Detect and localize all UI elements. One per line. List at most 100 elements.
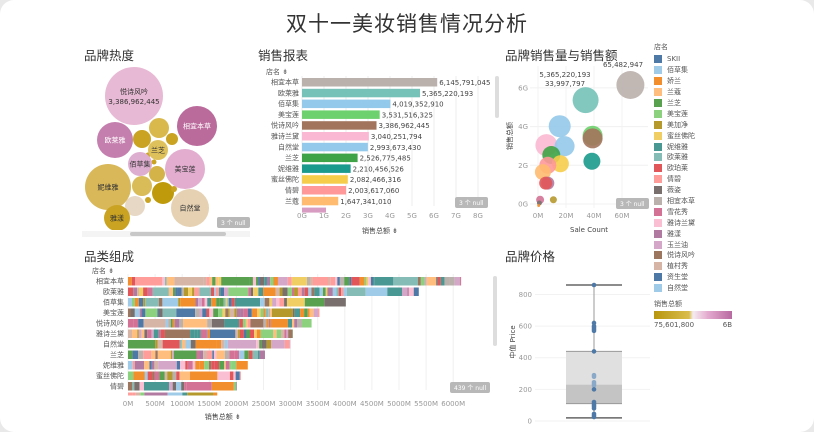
report-scrollbar[interactable] <box>495 76 499 118</box>
x-tick-label: 0G <box>297 212 307 220</box>
legend-label: 美加净 <box>667 120 688 129</box>
category-segment <box>192 287 195 296</box>
category-segment <box>199 361 205 370</box>
legend-item[interactable]: 美加净 <box>654 119 744 130</box>
category-segment <box>206 329 208 338</box>
category-segment <box>195 361 200 370</box>
bar <box>302 110 380 119</box>
category-segment <box>219 361 225 370</box>
category-segment <box>252 350 258 359</box>
point-label-1: 5,365,220,193 <box>539 71 590 79</box>
category-segment <box>224 350 230 359</box>
category-segment <box>211 382 234 391</box>
legend-item[interactable]: 自然堂 <box>654 283 744 294</box>
legend-item[interactable]: 妮维雅 <box>654 141 744 152</box>
bar-category-label: 蜜丝佛陀 <box>271 175 299 184</box>
legend-item[interactable]: 娇兰 <box>654 76 744 87</box>
legend-item[interactable]: 雪花秀 <box>654 206 744 217</box>
legend-item[interactable]: 美宝莲 <box>654 108 744 119</box>
legend-item[interactable]: 资生堂 <box>654 272 744 283</box>
legend-item[interactable]: 欧珀莱 <box>654 163 744 174</box>
category-segment <box>259 340 262 349</box>
category-segment <box>228 298 232 307</box>
category-segment <box>319 287 323 296</box>
category-segment <box>145 298 159 307</box>
legend-item[interactable]: 悦诗风吟 <box>654 250 744 261</box>
category-segment <box>204 361 209 370</box>
legend-label: 植村秀 <box>667 262 688 271</box>
category-segment <box>190 340 196 349</box>
x-tick-label: 0M <box>123 400 134 408</box>
category-segment <box>176 371 180 380</box>
bubble-label: 相宜本草 <box>183 122 211 131</box>
category-segment <box>271 340 285 349</box>
legend-item[interactable]: 蜜丝佛陀 <box>654 130 744 141</box>
scatter-point <box>534 164 551 181</box>
legend-item[interactable]: 雅诗兰黛 <box>654 217 744 228</box>
category-segment <box>178 298 181 307</box>
legend-label: 倩碧 <box>667 175 681 184</box>
legend-swatch <box>654 142 662 151</box>
legend-item[interactable]: 相宜本草 <box>654 196 744 207</box>
legend-swatch <box>654 88 662 97</box>
point-label-2: 33,997,797 <box>545 80 585 88</box>
legend-item[interactable]: 欧莱雅 <box>654 152 744 163</box>
category-segment <box>238 329 240 338</box>
legend-item[interactable]: 佰草集 <box>654 65 744 76</box>
category-segment <box>128 319 134 328</box>
category-segment <box>128 361 133 370</box>
category-segment <box>213 308 219 317</box>
legend-swatch <box>654 77 662 86</box>
report-null-badge[interactable]: 3 个 null <box>455 197 488 208</box>
bubble-null-badge[interactable]: 3 个 null <box>217 217 250 228</box>
category-segment <box>172 371 177 380</box>
bubble-value: 3,386,962,445 <box>108 98 159 106</box>
category-segment <box>294 287 298 296</box>
bar-category-label: 兰芝 <box>285 153 299 162</box>
category-segment <box>164 371 168 380</box>
legend-item[interactable]: SKII <box>654 54 744 65</box>
scatter-null-badge[interactable]: 3 个 null <box>616 198 649 209</box>
bubble-scrollbar-track[interactable] <box>82 231 250 237</box>
legend-item[interactable]: 倩碧 <box>654 174 744 185</box>
category-segment <box>198 298 202 307</box>
category-segment <box>192 361 196 370</box>
category-segment <box>128 350 133 359</box>
gradient-min: 75,601,800 <box>654 320 695 329</box>
bubble-label: 美宝莲 <box>175 165 196 174</box>
bar-value-label: 2,210,456,526 <box>353 165 405 173</box>
category-segment <box>185 361 188 370</box>
category-row-label: 欧莱雅 <box>103 287 124 296</box>
category-segment <box>186 382 212 391</box>
y-tick-label: 200 <box>519 386 532 394</box>
box-upper <box>566 351 622 385</box>
category-segment <box>281 329 285 338</box>
bar <box>302 99 391 109</box>
price-point <box>591 349 597 354</box>
category-segment <box>143 319 166 328</box>
legend-label: 相宜本草 <box>667 197 695 206</box>
legend-item[interactable]: 植村秀 <box>654 261 744 272</box>
legend-item[interactable]: 兰芝 <box>654 98 744 109</box>
report-bar-chart: 店名 ⇟ 0G 1G 2G 3G 4G 5G 6G 7G 8G 相宜本草 6,145,791,045 欧… <box>266 67 490 235</box>
category-null-badge[interactable]: 439 个 null <box>450 382 491 393</box>
legend-item[interactable]: 玉兰油 <box>654 239 744 250</box>
category-segment <box>168 287 174 296</box>
category-segment <box>239 329 244 338</box>
category-segment <box>300 308 305 317</box>
category-segment <box>370 277 374 286</box>
legend-label: 美宝莲 <box>667 109 688 118</box>
legend-item[interactable]: 薇姿 <box>654 185 744 196</box>
bubble-scrollbar-thumb[interactable] <box>130 232 226 236</box>
category-segment <box>229 350 235 359</box>
legend-item[interactable]: 雅漾 <box>654 228 744 239</box>
category-segment <box>251 308 258 317</box>
category-scrollbar[interactable] <box>493 276 497 346</box>
legend-item[interactable]: 兰蔻 <box>654 87 744 98</box>
category-segment <box>213 392 218 396</box>
legend-title: 店名 <box>654 43 668 51</box>
category-segment <box>250 319 264 328</box>
bubble <box>166 133 178 145</box>
category-segment <box>277 277 283 286</box>
category-segment <box>176 308 196 317</box>
